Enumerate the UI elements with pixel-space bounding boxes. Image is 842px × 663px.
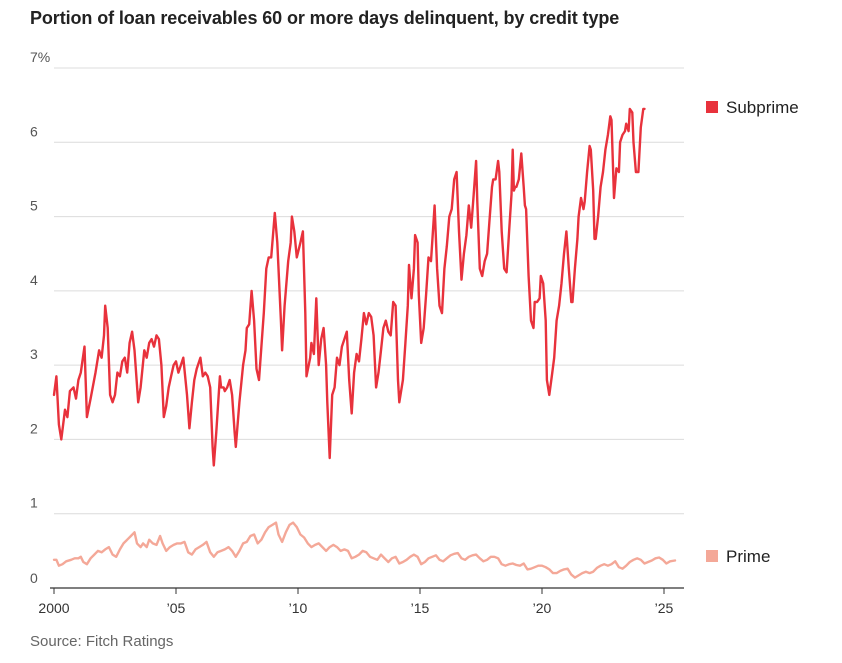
y-tick-label: 4 xyxy=(30,272,38,288)
x-axis: 2000 ’05 ’10 ’15 ’20 ’25 xyxy=(38,587,684,616)
y-tick-label: 0 xyxy=(30,570,38,586)
legend-swatch-prime xyxy=(706,550,718,562)
x-tick-label: ’15 xyxy=(411,600,430,616)
x-tick-label: ’20 xyxy=(533,600,552,616)
legend: Subprime Prime xyxy=(706,98,799,566)
series-line-prime xyxy=(52,521,677,579)
x-tick-label: ’05 xyxy=(167,600,186,616)
x-tick-label: ’10 xyxy=(289,600,308,616)
y-tick-label: 5 xyxy=(30,198,38,214)
y-tick-label: 1 xyxy=(30,495,38,511)
y-tick-label: 7% xyxy=(30,49,50,65)
x-tick-label: 2000 xyxy=(38,600,69,616)
legend-label-subprime: Subprime xyxy=(726,98,799,117)
legend-swatch-subprime xyxy=(706,101,718,113)
y-tick-label: 3 xyxy=(30,346,38,362)
chart-title: Portion of loan receivables 60 or more d… xyxy=(30,8,620,28)
series-lines xyxy=(52,107,677,579)
x-tick-label: ’25 xyxy=(655,600,674,616)
y-tick-label: 2 xyxy=(30,420,38,436)
y-axis-ticks: 0 1 2 3 4 5 6 7% xyxy=(30,49,50,586)
legend-label-prime: Prime xyxy=(726,547,770,566)
y-tick-label: 6 xyxy=(30,123,38,139)
source-note: Source: Fitch Ratings xyxy=(30,633,174,650)
gridlines xyxy=(54,67,684,515)
series-line-subprime xyxy=(52,107,646,467)
